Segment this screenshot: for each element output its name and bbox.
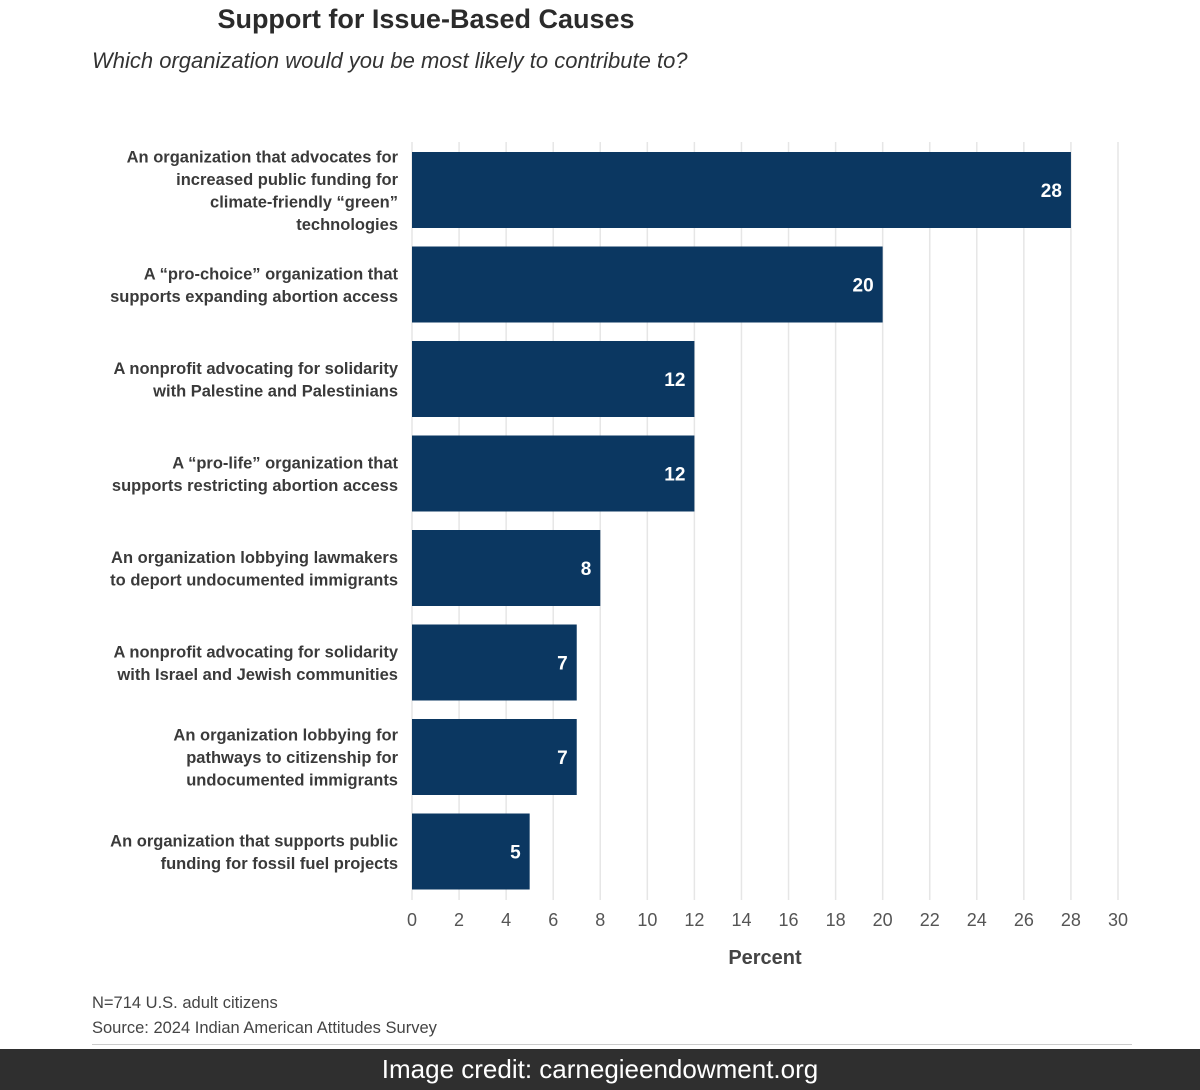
x-tick-label: 14	[731, 910, 751, 930]
x-tick-label: 26	[1014, 910, 1034, 930]
category-label: A “pro-choice” organization that supports…	[110, 265, 398, 306]
x-tick-label: 10	[637, 910, 657, 930]
bar	[412, 152, 1071, 228]
x-tick-label: 4	[501, 910, 511, 930]
footer-divider	[92, 1044, 1132, 1045]
image-credit: Image credit: carnegieendowment.org	[0, 1049, 1200, 1090]
source-note: Source: 2024 Indian American Attitudes S…	[92, 1019, 437, 1037]
category-label: An organization lobbying for pathways to …	[173, 727, 398, 790]
x-tick-label: 22	[920, 910, 940, 930]
bars: 28 20 12 12 8 7 7 5	[412, 152, 1071, 890]
bar	[412, 246, 883, 323]
x-tick-label: 6	[548, 910, 558, 930]
category-label: An organization lobbying lawmakers to dep…	[110, 549, 398, 590]
data-label: 20	[853, 276, 874, 297]
sample-note: N=714 U.S. adult citizens	[92, 994, 278, 1012]
category-label: A nonprofit advocating for solidarity wit…	[114, 360, 399, 401]
x-axis-title: Percent	[728, 947, 802, 969]
bar	[412, 530, 601, 606]
category-label: An organization that advocates for increa…	[127, 148, 399, 234]
bar	[412, 435, 695, 512]
data-label: 5	[510, 843, 521, 864]
category-label: An organization that supports public fund…	[110, 832, 398, 873]
chart-title: Support for Issue-Based Causes	[217, 4, 635, 34]
bar	[412, 813, 530, 890]
data-label: 12	[664, 370, 685, 391]
x-tick-label: 24	[967, 910, 987, 930]
data-label: 8	[581, 559, 592, 580]
category-label: A nonprofit advocating for solidarity wit…	[114, 643, 399, 684]
x-tick-label: 18	[826, 910, 846, 930]
chart-subtitle: Which organization would you be most lik…	[92, 48, 688, 73]
x-tick-label: 28	[1061, 910, 1081, 930]
x-tick-label: 16	[779, 910, 799, 930]
category-labels: An organization that advocates for increa…	[110, 148, 399, 873]
bar	[412, 624, 577, 701]
x-tick-label: 20	[873, 910, 893, 930]
bar	[412, 719, 577, 795]
x-tick-label: 30	[1108, 910, 1128, 930]
x-tick-label: 8	[595, 910, 605, 930]
category-label: A “pro-life” organization that supports r…	[112, 454, 399, 495]
data-label: 7	[557, 654, 568, 675]
x-tick-label: 12	[684, 910, 704, 930]
data-label: 28	[1041, 181, 1062, 202]
x-tick-label: 2	[454, 910, 464, 930]
x-tick-labels: 0 2 4 6 8 10 12 14 16 18 20 22 24 26 28 30	[407, 910, 1128, 930]
x-tick-label: 0	[407, 910, 417, 930]
data-label: 7	[557, 748, 568, 769]
data-label: 12	[664, 465, 685, 486]
bar	[412, 341, 695, 417]
